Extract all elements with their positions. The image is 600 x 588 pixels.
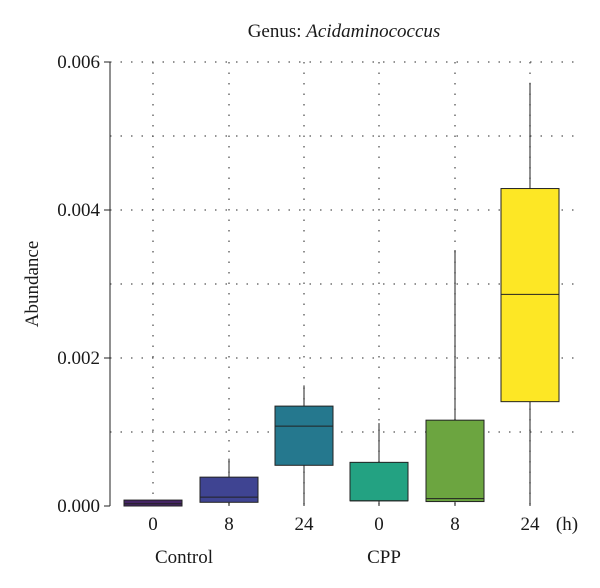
box-series (123, 82, 560, 507)
x-tick-label: 24 (295, 514, 315, 535)
y-tick-label: 0.002 (57, 348, 100, 369)
x-tick-label: 8 (224, 514, 234, 535)
y-axis-ticks: 0.000 0.002 0.004 0.006 (57, 52, 110, 517)
box-control-0h (123, 499, 183, 507)
box-body (274, 405, 334, 466)
y-tick-label: 0.004 (57, 200, 100, 221)
y-tick-label: 0.000 (57, 496, 100, 517)
x-tick-label: 0 (374, 514, 384, 535)
chart-title-genus: Acidaminococcus (304, 21, 440, 42)
x-axis-unit: (h) (556, 514, 578, 535)
box-body (199, 476, 259, 503)
box-control-24h (274, 385, 334, 506)
chart-title: Genus: Acidaminococcus (248, 21, 441, 42)
box-cpp-8h (425, 249, 485, 506)
box-cpp-24h (500, 82, 560, 506)
box-body (425, 419, 485, 503)
chart-title-prefix: Genus: (248, 21, 307, 42)
box-body (500, 188, 560, 403)
box-control-8h (199, 458, 259, 506)
x-axis-ticks: 0 8 24 0 8 24 (148, 514, 540, 535)
x-tick-label: 24 (521, 514, 541, 535)
group-label-control: Control (155, 547, 213, 568)
y-axis-label: Abundance (22, 241, 43, 328)
box-cpp-0h (349, 423, 409, 506)
x-tick-label: 8 (450, 514, 460, 535)
x-tick-label: 0 (148, 514, 158, 535)
group-label-cpp: CPP (367, 547, 401, 568)
box-body (349, 461, 409, 502)
box-body (123, 499, 183, 507)
y-tick-label: 0.006 (57, 52, 100, 73)
